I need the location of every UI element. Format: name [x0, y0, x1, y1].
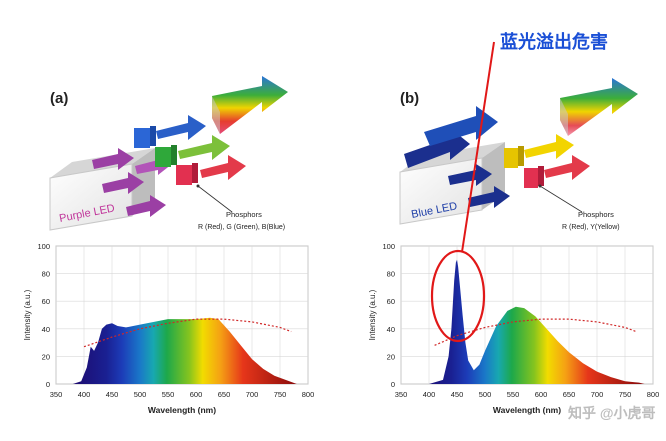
x-tick-label: 550: [162, 390, 175, 399]
x-axis-label: Wavelength (nm): [148, 405, 216, 415]
x-tick-label: 500: [134, 390, 147, 399]
x-tick-label: 550: [507, 390, 520, 399]
annotation-pointer: [461, 41, 495, 253]
white-light-arrow-b: [560, 78, 638, 136]
blue-light-annotation: 蓝光溢出危害: [430, 31, 608, 343]
x-tick-label: 700: [246, 390, 259, 399]
x-tick-label: 750: [274, 390, 287, 399]
x-tick-label: 600: [190, 390, 203, 399]
annotation-text: 蓝光溢出危害: [500, 31, 608, 52]
rgb-output-arrows: [156, 115, 246, 180]
y-tick-label: 100: [382, 242, 395, 251]
phosphor-b-desc: R (Red), Y(Yellow): [562, 224, 620, 231]
x-tick-label: 700: [591, 390, 604, 399]
y-tick-label: 60: [387, 297, 395, 306]
x-tick-label: 650: [563, 390, 576, 399]
spectrum-area: [72, 317, 297, 384]
blue-light-arrows: [404, 106, 510, 208]
panel-a-illustration: (a) Purple LED: [49, 76, 288, 231]
x-tick-label: 350: [50, 390, 63, 399]
x-tick-label: 450: [451, 390, 464, 399]
y-tick-label: 0: [391, 380, 395, 389]
ry-output-arrows: [524, 134, 590, 180]
phosphor-b-title: Phosphors: [578, 210, 614, 219]
rgb-phosphor-cubes: [134, 126, 198, 185]
phosphor-a-desc: R (Red), G (Green), B(Blue): [198, 224, 285, 231]
x-tick-label: 600: [535, 390, 548, 399]
x-tick-label: 800: [302, 390, 315, 399]
x-tick-label: 500: [479, 390, 492, 399]
y-tick-label: 40: [387, 325, 395, 334]
y-tick-label: 80: [387, 270, 395, 279]
ry-phosphor-cubes: [504, 146, 544, 188]
spectrum-area: [429, 259, 645, 384]
x-tick-label: 750: [619, 390, 632, 399]
spectrum-chart-a: 0 20 40 60 80 100 350 400 450 500 550 600 650 700 750 8…: [23, 242, 314, 415]
x-tick-label: 800: [647, 390, 660, 399]
panel-a-label: (a): [50, 90, 68, 107]
y-tick-label: 20: [387, 352, 395, 361]
panel-b-illustration: (b) Blue LED Phosph: [399, 78, 638, 231]
annotation-circle: [430, 249, 486, 343]
x-tick-label: 650: [218, 390, 231, 399]
y-tick-label: 80: [42, 270, 50, 279]
panel-b-label: (b): [400, 90, 419, 107]
x-tick-label: 350: [395, 390, 408, 399]
watermark: 知乎 @小虎哥: [568, 405, 656, 421]
spectrum-chart-b: 0 20 40 60 80 100 350 400 450 500 550 600 650 700 750 8…: [368, 242, 659, 415]
y-axis-label: Intensity (a.u.): [368, 289, 377, 340]
y-tick-label: 20: [42, 352, 50, 361]
x-tick-label: 450: [106, 390, 119, 399]
x-tick-label: 400: [423, 390, 436, 399]
y-tick-label: 40: [42, 325, 50, 334]
x-axis-label: Wavelength (nm): [493, 405, 561, 415]
x-tick-label: 400: [78, 390, 91, 399]
y-axis-label: Intensity (a.u.): [23, 289, 32, 340]
white-light-arrow: [212, 76, 288, 134]
reference-curve: [434, 318, 637, 346]
phosphor-a-title: Phosphors: [226, 210, 262, 219]
y-tick-label: 100: [37, 242, 50, 251]
y-tick-label: 0: [46, 380, 50, 389]
y-tick-label: 60: [42, 297, 50, 306]
